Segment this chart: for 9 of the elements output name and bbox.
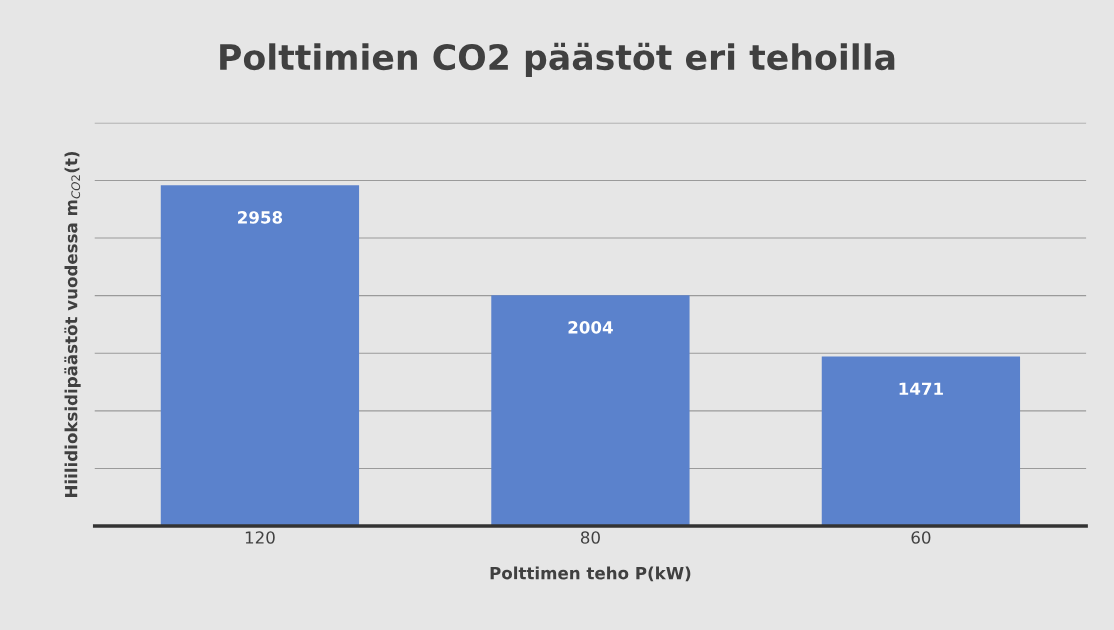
chart-title: Polttimien CO2 päästöt eri tehoilla bbox=[220, 42, 895, 77]
data-label: 2958 bbox=[238, 211, 283, 224]
data-label: 1471 bbox=[899, 382, 943, 395]
x-tick-label: 80 bbox=[580, 531, 600, 544]
x-axis-title: Polttimen teho P(kW) bbox=[490, 566, 691, 582]
y-axis-title: Hiilidioksidipäästöt vuodessa m$_{CO2}$(t) bbox=[64, 151, 81, 497]
x-tick-label: 60 bbox=[911, 531, 931, 544]
data-label: 2004 bbox=[568, 321, 613, 334]
x-tick-label: 120 bbox=[245, 531, 275, 544]
